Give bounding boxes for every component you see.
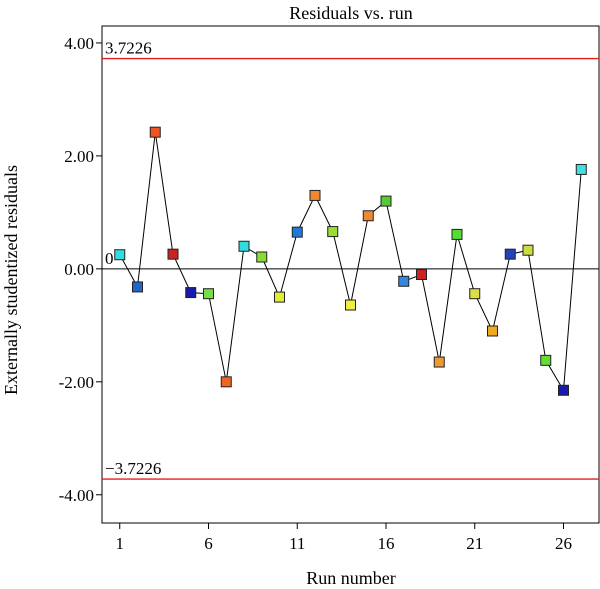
data-point [575, 163, 587, 175]
data-point [256, 251, 268, 263]
data-point [469, 288, 481, 300]
zero-line-label: 0 [105, 249, 114, 268]
y-tick-label: -2.00 [59, 373, 94, 392]
data-point [149, 126, 161, 138]
data-point [167, 248, 179, 260]
y-axis-ticks: 4.00 2.00 0.00 -2.00 -4.00 [59, 34, 102, 505]
x-axis-ticks: 1 6 11 16 21 26 [116, 523, 572, 553]
chart-title: Residuals vs. run [289, 3, 413, 23]
data-point [238, 240, 250, 252]
data-point [345, 299, 356, 311]
x-tick-label: 6 [204, 534, 213, 553]
data-point [398, 275, 410, 287]
x-tick-label: 16 [378, 534, 395, 553]
plot-frame [101, 25, 600, 524]
y-tick-label: 2.00 [64, 147, 94, 166]
series-line [119, 132, 582, 392]
limit-label-1: −3.7226 [105, 459, 161, 478]
x-tick-label: 1 [116, 534, 125, 553]
x-tick-label: 21 [466, 534, 483, 553]
data-point [433, 356, 445, 368]
data-point [274, 291, 285, 303]
data-point [487, 325, 498, 337]
data-point [185, 287, 197, 299]
data-point [362, 210, 374, 222]
data-point [451, 228, 463, 240]
y-tick-label: 4.00 [64, 34, 94, 53]
x-tick-label: 11 [289, 534, 305, 553]
data-point [132, 281, 143, 293]
data-point [309, 189, 321, 201]
data-points [114, 126, 587, 396]
zero-line: 0 [102, 249, 599, 270]
data-point [220, 376, 232, 388]
x-axis-label: Run number [306, 568, 396, 588]
data-point [203, 288, 214, 300]
limit-label-0: 3.7226 [105, 39, 152, 58]
data-point [327, 226, 339, 238]
data-point [114, 249, 126, 261]
data-point [522, 244, 534, 256]
y-tick-label: 0.00 [64, 260, 94, 279]
data-point [504, 248, 516, 260]
data-point [416, 269, 427, 280]
x-tick-label: 26 [555, 534, 572, 553]
data-point [558, 384, 569, 396]
limit-lines: 3.7226 −3.7226 [102, 39, 599, 480]
data-point [291, 226, 303, 238]
y-tick-label: -4.00 [59, 486, 94, 505]
y-axis-label: Externally studentized residuals [1, 165, 21, 395]
data-point [540, 354, 552, 366]
data-point [380, 195, 392, 207]
